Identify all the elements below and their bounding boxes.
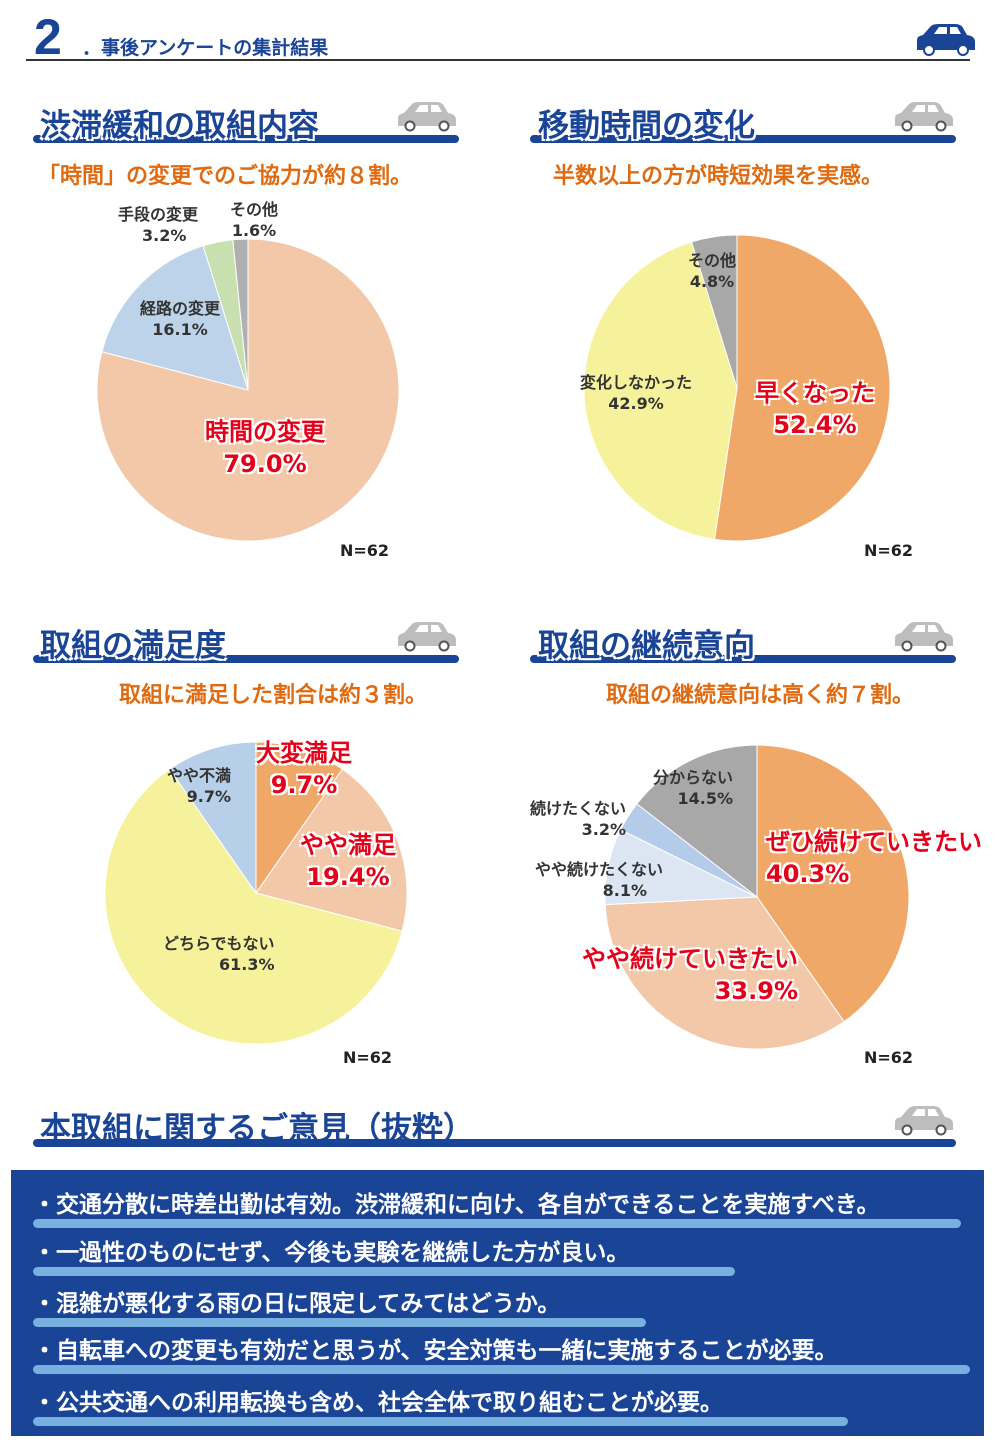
opinions-panel: ・交通分散に時差出勤は有効。渋滞緩和に向け、各自ができることを実施すべき。 ・一… <box>11 1170 984 1436</box>
section-subtitle: 取組の継続意向は高く約７割。 <box>606 683 915 708</box>
pie-chart-satisfaction <box>104 741 408 1045</box>
pie-slice <box>713 234 891 542</box>
pie-slice <box>690 234 738 389</box>
pie-slice <box>232 238 249 391</box>
sample-size: N=62 <box>343 1048 393 1067</box>
slice-label: やや続けたくない 8.1% <box>535 860 664 900</box>
car-icon <box>895 622 953 652</box>
pie-chart-travel-time <box>583 234 891 542</box>
slice-label: 時間の変更 79.0% <box>205 418 325 478</box>
pie-slice <box>583 241 738 540</box>
slice-label: 早くなった 52.4% <box>755 379 875 439</box>
slice-label: やや続けていきたい 33.9% <box>582 945 798 1005</box>
slice-label: 分からない 14.5% <box>653 768 734 808</box>
slice-label: 変化しなかった 42.9% <box>580 373 693 413</box>
pie-slice <box>104 768 403 1045</box>
slice-label: 手段の変更 3.2% <box>118 205 199 245</box>
pie-slice <box>604 896 845 1050</box>
pie-slice <box>168 741 257 895</box>
page-title: ．事後アンケートの集計結果 <box>82 37 329 59</box>
slice-label: 経路の変更 16.1% <box>140 299 221 339</box>
pie-slice <box>636 744 758 899</box>
car-icon <box>398 102 456 132</box>
section-title-bar <box>33 655 459 663</box>
slice-label: どちらでもない 61.3% <box>163 934 275 974</box>
car-icon <box>398 622 456 652</box>
section-title: 取組の満足度 <box>40 628 226 664</box>
sample-size: N=62 <box>340 541 390 560</box>
opinion-item: ・公共交通への利用転換も含め、社会全体で取り組むことが必要。 <box>33 1383 848 1426</box>
pie-chart-continuation <box>604 744 910 1050</box>
section-title-bar <box>530 655 956 663</box>
section-title: 移動時間の変化 <box>538 108 755 144</box>
pie-slice <box>255 768 408 932</box>
pie-slice <box>96 238 400 542</box>
slice-label: ぜひ続けていきたい 40.3% <box>766 828 982 888</box>
opinion-item: ・一過性のものにせず、今後も実験を継続した方が良い。 <box>33 1233 735 1276</box>
opinion-item: ・交通分散に時差出勤は有効。渋滞緩和に向け、各自ができることを実施すべき。 <box>33 1185 961 1228</box>
section-number: 2 <box>34 9 62 65</box>
header-divider <box>26 59 970 61</box>
car-icon <box>895 102 953 132</box>
section-subtitle: 取組に満足した割合は約３割。 <box>119 683 428 708</box>
pie-chart-measures <box>96 238 400 542</box>
pie-slice <box>255 741 344 895</box>
slice-label: やや不満 9.7% <box>167 766 232 806</box>
section-title-bar <box>33 135 459 143</box>
car-icon <box>895 1106 953 1136</box>
opinions-title-bar <box>33 1139 956 1147</box>
opinion-item: ・混雑が悪化する雨の日に限定してみてはどうか。 <box>33 1284 646 1327</box>
slice-label: 続けたくない 3.2% <box>530 799 627 839</box>
section-title-bar <box>530 135 956 143</box>
slice-label: やや満足 19.4% <box>300 831 396 891</box>
sample-size: N=62 <box>864 1048 914 1067</box>
slice-label: 大変満足 9.7% <box>256 739 352 799</box>
slice-label: その他 1.6% <box>230 200 279 240</box>
pie-slice <box>756 744 910 1023</box>
pie-slice <box>101 245 249 391</box>
section-subtitle: 「時間」の変更でのご協力が約８割。 <box>38 164 413 189</box>
section-title: 取組の継続意向 <box>538 628 755 664</box>
slice-label: その他 4.8% <box>688 251 737 291</box>
opinion-item: ・自転車への変更も有効だと思うが、安全対策も一緒に実施することが必要。 <box>33 1331 970 1374</box>
car-icon <box>917 24 975 56</box>
sample-size: N=62 <box>864 541 914 560</box>
section-title: 渋滞緩和の取組内容 <box>40 108 319 144</box>
section-subtitle: 半数以上の方が時短効果を実感。 <box>553 164 884 189</box>
